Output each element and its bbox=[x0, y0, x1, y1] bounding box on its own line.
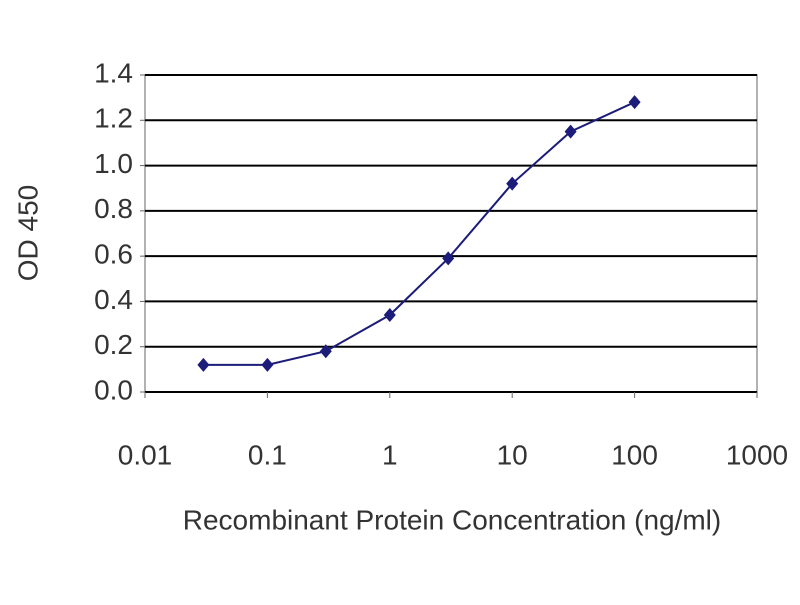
point bbox=[383, 308, 396, 323]
x-tick-label: 100 bbox=[611, 439, 658, 470]
y-tick-label: 0.4 bbox=[94, 284, 133, 315]
y-tick-label: 0.8 bbox=[94, 193, 133, 224]
x-tick-label: 1 bbox=[382, 439, 398, 470]
point bbox=[442, 251, 455, 266]
y-tick-label: 0.0 bbox=[94, 374, 133, 405]
x-tick-label: 10 bbox=[497, 439, 528, 470]
y-tick-label: 1.2 bbox=[94, 103, 133, 134]
x-axis-label: Recombinant Protein Concentration (ng/ml… bbox=[183, 504, 721, 535]
line bbox=[203, 101, 636, 366]
point bbox=[628, 95, 641, 110]
point bbox=[564, 124, 577, 139]
point bbox=[319, 344, 332, 359]
point bbox=[261, 357, 274, 372]
x-tick-label: 1000 bbox=[726, 439, 788, 470]
y-tick-label: 0.6 bbox=[94, 239, 133, 270]
y-tick-label: 1.4 bbox=[94, 57, 133, 88]
y-tick-label: 1.0 bbox=[94, 148, 133, 179]
x-tick-label: 0.1 bbox=[248, 439, 287, 470]
plot-area bbox=[144, 74, 758, 393]
y-tick-label: 0.2 bbox=[94, 329, 133, 360]
y-axis-label: OD 450 bbox=[12, 185, 43, 282]
point bbox=[506, 176, 519, 191]
point bbox=[197, 357, 210, 372]
x-tick-label: 0.01 bbox=[118, 439, 173, 470]
